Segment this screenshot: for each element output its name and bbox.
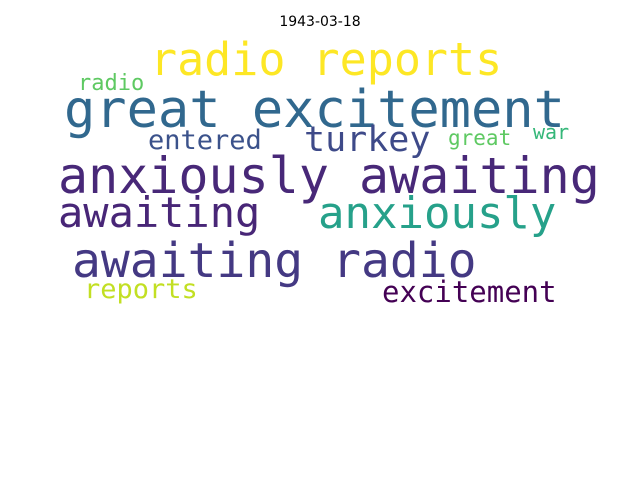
word-great: great <box>448 126 512 150</box>
word-war: war <box>533 120 570 144</box>
word-great-excitement: great excitement <box>64 80 565 140</box>
word-radio-reports: radio reports <box>150 33 503 86</box>
word-excitement: excitement <box>382 275 557 309</box>
word-anxiously-awaiting: anxiously awaiting <box>58 147 600 205</box>
word-reports: reports <box>84 274 198 305</box>
page-title: 1943-03-18 <box>279 14 361 30</box>
word-awaiting-radio: awaiting radio <box>72 233 477 289</box>
word-anxiously: anxiously <box>318 188 557 239</box>
word-awaiting: awaiting <box>58 188 261 237</box>
word-turkey: turkey <box>304 120 431 160</box>
word-radio: radio <box>78 71 145 96</box>
word-entered: entered <box>148 125 262 156</box>
